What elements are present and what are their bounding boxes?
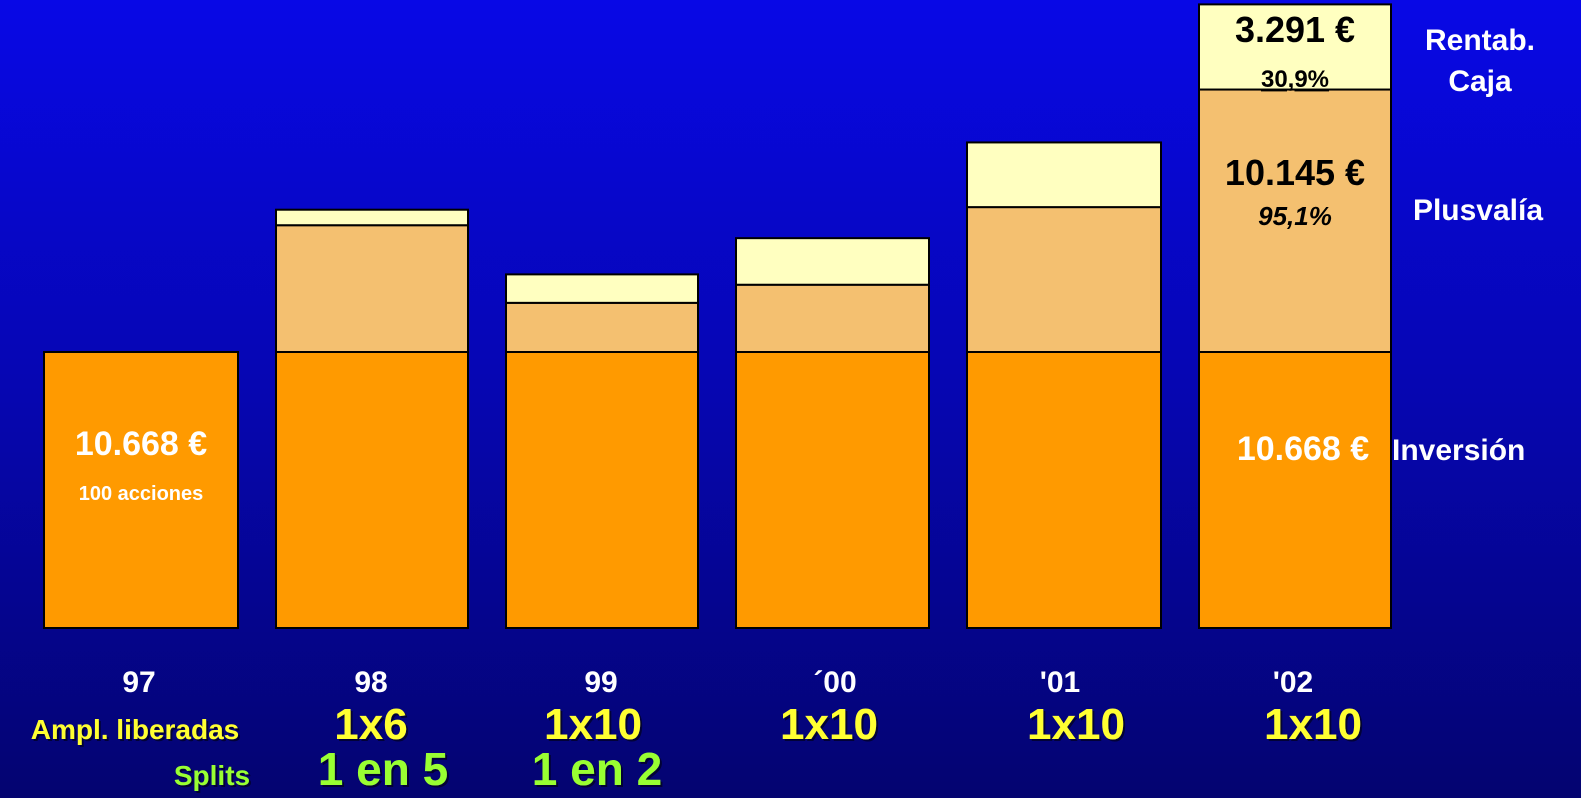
bar-segment-rentab-caja-3: [735, 237, 930, 286]
bar-segment-rentab-caja-5: [1198, 3, 1392, 91]
bar-segment-plusval-a-5: [1198, 88, 1392, 353]
ampl-value-2: 1x10: [544, 700, 642, 749]
year-label-2: 99: [584, 666, 617, 699]
labels-group: 10.668 € 100 acciones 3.291 € 30,9% 10.145 €…: [31, 9, 1544, 795]
last-bar-caja-value: 3.291 €: [1235, 9, 1355, 50]
ampl-value-3: 1x10: [780, 700, 878, 749]
ampl-value-4: 1x10: [1027, 700, 1125, 749]
bar-segment-rentab-caja-4: [966, 141, 1162, 209]
bar-segment-plusval-a-3: [735, 283, 930, 353]
ampl-liberadas-label: Ampl. liberadas: [31, 714, 240, 745]
year-label-5: '02: [1273, 666, 1314, 699]
bar-segment-plusval-a-2: [505, 301, 699, 354]
bar-segment-inversi-n-5: [1198, 351, 1392, 629]
year-label-1: 98: [354, 666, 387, 699]
ampl-value-1: 1x6: [334, 700, 407, 749]
bar-segment-inversi-n-2: [505, 351, 699, 629]
bar-segment-inversi-n-3: [735, 351, 930, 629]
bar-segment-inversi-n-4: [966, 351, 1162, 629]
ampl-value-5: 1x10: [1264, 700, 1362, 749]
year-label-0: 97: [122, 666, 155, 699]
first-bar-shares-label: 100 acciones: [79, 483, 204, 505]
legend-label-caja-line1: Rentab.: [1425, 24, 1535, 57]
last-bar-caja-pct: 30,9%: [1261, 66, 1329, 93]
legend-label-inversion: Inversión: [1392, 434, 1525, 467]
bar-segment-inversi-n-1: [275, 351, 469, 629]
last-bar-inversion-value: 10.668 €: [1237, 430, 1369, 468]
last-bar-plusvalia-value: 10.145 €: [1225, 152, 1365, 193]
bar-segment-rentab-caja-1: [275, 208, 469, 227]
bar-segment-plusval-a-1: [275, 224, 469, 353]
bar-segment-plusval-a-4: [966, 206, 1162, 353]
splits-label: Splits: [174, 760, 250, 791]
last-bar-plusvalia-pct: 95,1%: [1258, 201, 1332, 231]
year-label-4: '01: [1040, 666, 1081, 699]
first-bar-value-label: 10.668 €: [75, 425, 207, 463]
bar-segment-rentab-caja-2: [505, 273, 699, 304]
legend-label-plusvalia: Plusvalía: [1413, 194, 1543, 227]
splits-value-1: 1 en 5: [318, 743, 448, 795]
year-label-3: ´00: [813, 666, 856, 699]
splits-value-2: 1 en 2: [532, 743, 662, 795]
legend-label-caja-line2: Caja: [1448, 65, 1512, 98]
bar-segment-inversi-n-0: [43, 351, 239, 629]
bars-group: [43, 3, 1392, 629]
